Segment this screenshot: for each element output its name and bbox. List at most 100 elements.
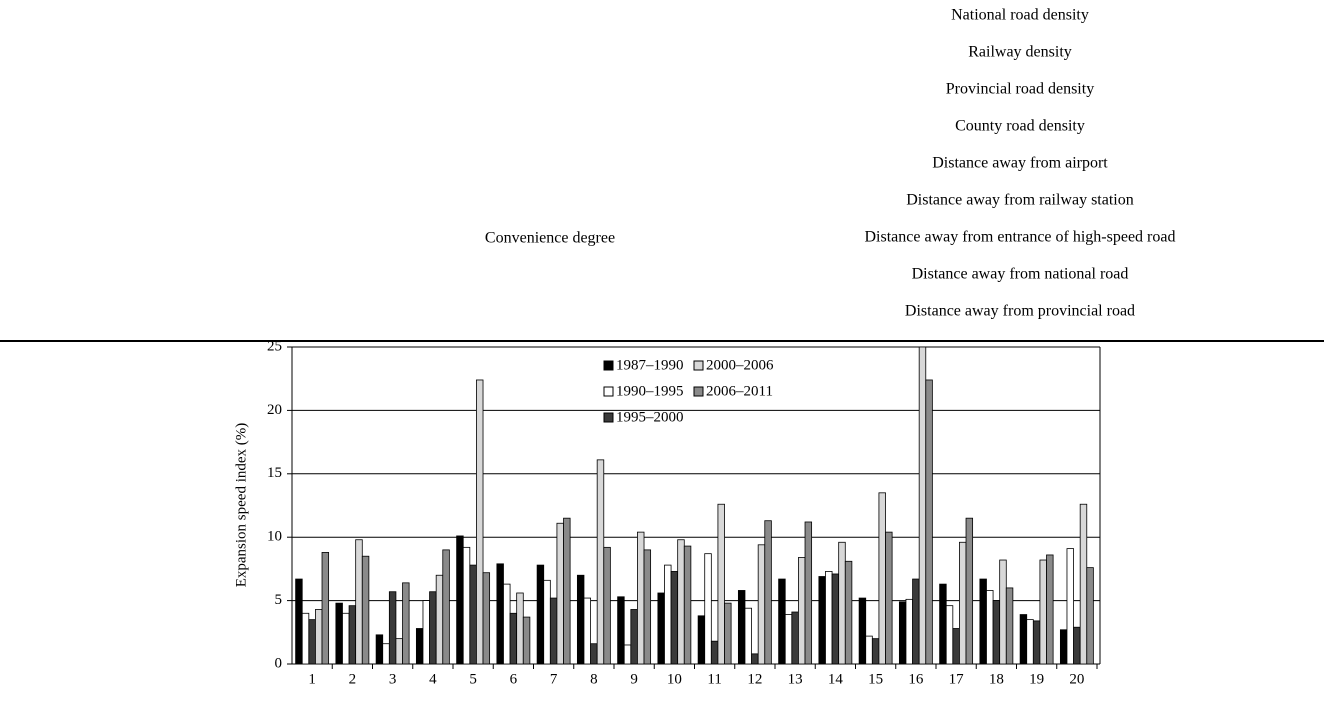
y-tick-label: 0 — [275, 655, 283, 671]
bar — [456, 535, 464, 665]
bar — [717, 503, 725, 665]
bar — [1073, 626, 1081, 665]
bar — [1086, 567, 1094, 665]
x-tick-label: 18 — [989, 671, 1004, 687]
category-label: Convenience degree — [485, 230, 615, 247]
bar — [348, 605, 357, 665]
bar — [918, 346, 927, 665]
y-tick-label: 5 — [275, 592, 283, 608]
bar — [939, 583, 947, 665]
x-tick-label: 2 — [349, 671, 357, 687]
bar — [683, 545, 692, 665]
bar — [858, 597, 867, 665]
legend-swatch — [603, 360, 614, 371]
bar — [1059, 629, 1068, 665]
x-tick-label: 10 — [667, 671, 682, 687]
bar — [912, 578, 920, 665]
bar — [469, 564, 477, 665]
bar — [563, 517, 571, 665]
bar — [422, 600, 430, 665]
bar — [301, 612, 310, 665]
bar — [361, 555, 370, 665]
bar — [315, 609, 323, 665]
y-tick-label: 15 — [267, 465, 282, 481]
bar — [905, 598, 913, 665]
bar — [844, 560, 853, 665]
bar — [818, 576, 826, 665]
bar — [925, 379, 933, 665]
bar — [503, 583, 511, 665]
bar — [704, 553, 712, 665]
bar — [415, 628, 424, 665]
y-axis-title: Expansion speed index (%) — [233, 423, 249, 588]
bar — [342, 612, 350, 665]
bar — [831, 573, 840, 665]
bar — [744, 607, 752, 665]
legend-swatch — [693, 386, 704, 397]
bar — [737, 590, 746, 665]
bar — [1039, 559, 1047, 665]
bar — [838, 541, 846, 665]
x-tick-label: 9 — [630, 671, 638, 687]
bar — [375, 634, 384, 665]
x-tick-label: 17 — [949, 671, 965, 687]
legend-label: 2000–2006 — [706, 357, 774, 373]
x-tick-label: 19 — [1029, 671, 1044, 687]
bar — [1079, 503, 1088, 665]
factor: Distance away from railway station — [906, 192, 1133, 209]
bar — [335, 602, 343, 665]
bar — [751, 653, 759, 665]
legend-label: 1995–2000 — [616, 409, 684, 425]
x-tick-label: 5 — [469, 671, 477, 687]
bar — [798, 557, 806, 665]
bar — [1046, 554, 1054, 665]
bar — [1066, 548, 1074, 665]
x-tick-label: 11 — [707, 671, 721, 687]
legend-label: 2006–2011 — [706, 383, 773, 399]
bar — [878, 492, 886, 665]
bar — [482, 572, 491, 665]
bar — [959, 541, 967, 665]
bar — [664, 564, 672, 665]
bar — [429, 591, 437, 665]
y-tick-label: 25 — [267, 338, 282, 354]
bar — [979, 578, 987, 665]
bar — [885, 531, 893, 665]
bar — [395, 638, 403, 665]
x-tick-label: 16 — [908, 671, 924, 687]
bar — [965, 517, 974, 665]
bar — [603, 546, 611, 665]
bar — [697, 615, 706, 665]
x-tick-label: 15 — [868, 671, 883, 687]
bar — [355, 539, 363, 665]
bar — [321, 552, 330, 665]
bar — [590, 643, 598, 665]
bar — [1032, 620, 1041, 665]
x-tick-label: 13 — [788, 671, 803, 687]
bar — [617, 596, 625, 665]
bar — [677, 539, 685, 665]
bar — [670, 571, 679, 665]
bar — [623, 644, 632, 665]
bar — [1019, 614, 1028, 665]
bar — [516, 592, 524, 665]
bar — [509, 612, 518, 665]
bar — [496, 563, 504, 665]
bar — [952, 628, 960, 665]
bar — [442, 549, 450, 665]
factor: Distance away from entrance of high-spee… — [865, 229, 1176, 246]
legend-label: 1987–1990 — [616, 357, 684, 373]
x-tick-label: 20 — [1069, 671, 1084, 687]
bar — [871, 638, 880, 665]
bar — [382, 643, 390, 665]
bar — [543, 579, 551, 665]
bar — [778, 578, 786, 665]
factor: Distance away from national road — [912, 266, 1129, 283]
bar — [791, 611, 799, 665]
bar — [945, 605, 954, 665]
x-tick-label: 4 — [429, 671, 437, 687]
bar — [583, 597, 591, 665]
factor: Railway density — [968, 44, 1072, 61]
